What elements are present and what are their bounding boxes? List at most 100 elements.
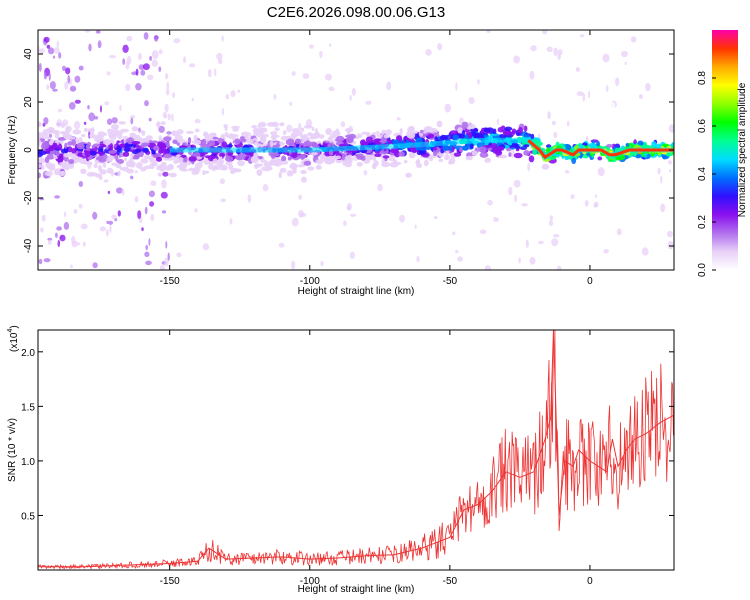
heatmap-cell [470,127,479,133]
heatmap-cell [408,152,416,159]
heatmap-cell [625,143,630,147]
heatmap-speck [553,131,558,139]
colorbar: 0.0 0.2 0.4 0.6 0.8 Normalized spectral ampl… [697,30,748,277]
heatmap-cell [644,145,652,149]
heatmap-cell [311,152,318,156]
heatmap-cell [303,160,312,166]
heatmap-cell [63,133,69,140]
heatmap-speck [109,55,116,59]
snr-frame [37,329,675,571]
heatmap-speck [444,103,452,113]
heatmap-cell [91,145,96,149]
heatmap-speck [52,55,56,59]
heatmap-cell [510,143,519,148]
heatmap-speck [375,130,381,136]
snr-scale-annotation: (x104) [7,325,20,352]
heatmap-speck [414,224,417,230]
heatmap-cell [508,152,512,158]
heatmap-cell [278,173,282,179]
heatmap-speck [551,238,559,247]
heatmap-cell [224,131,229,137]
heatmap-speck [64,211,67,218]
heatmap-cell [224,126,228,131]
heatmap-speck [43,117,49,125]
heatmap-cell [309,141,318,147]
heatmap-speck [479,229,487,234]
heatmap-cell [44,156,50,163]
heatmap-cell [383,134,391,139]
heatmap-speck [56,119,63,128]
y-tick-label: -20 [23,190,34,205]
heatmap-speck [62,65,66,72]
heatmap-speck [660,203,666,213]
heatmap-speck [172,92,176,98]
heatmap-speck [82,241,86,247]
heatmap-cell [329,135,334,141]
heatmap-cell [130,152,134,159]
heatmap-speck [667,241,674,250]
heatmap-speck [119,104,122,112]
heatmap-cell [438,158,444,163]
heatmap-cell [111,135,117,140]
heatmap-speck [57,239,61,248]
snr-y-axis-label: SNR (10 * v/v) [7,418,18,482]
heatmap-speck [99,226,106,232]
heatmap-speck [340,121,346,128]
heatmap-speck [557,49,563,56]
heatmap-speck [150,213,155,222]
heatmap-cell [263,159,268,167]
heatmap-speck [107,118,113,125]
heatmap-cell [528,155,535,163]
heatmap-speck [126,55,132,65]
heatmap-cell [131,155,140,160]
heatmap-cell [92,135,101,139]
heatmap-cell [305,140,311,147]
heatmap-cell [315,131,320,138]
heatmap-speck [179,256,185,263]
snr-envelope-line [38,330,674,568]
heatmap-speck [365,100,372,105]
heatmap-speck [309,44,314,49]
heatmap-cell [651,141,657,148]
heatmap-cell [532,148,537,155]
heatmap-cell [157,172,162,177]
heatmap-cell [38,139,42,145]
heatmap-speck [151,59,158,67]
y-tick-label: 2.0 [21,348,35,359]
heatmap-cell [230,133,239,138]
heatmap-speck [158,66,162,72]
heatmap-speck [346,205,351,211]
heatmap-speck [333,237,336,244]
heatmap-cell [356,162,364,167]
heatmap-speck [433,216,438,219]
heatmap-speck [137,210,142,220]
heatmap-cell [261,127,268,133]
heatmap-speck [399,214,405,223]
heatmap-speck [164,257,169,267]
heatmap-speck [493,216,497,223]
x-tick-label: -50 [443,276,458,287]
heatmap-cell [415,161,421,164]
heatmap-cell [279,167,287,173]
heatmap-speck [54,195,60,199]
heatmap-speck [405,173,410,178]
heatmap-cell [480,129,484,134]
heatmap-cell [126,160,133,167]
heatmap-cell [285,138,295,146]
heatmap-speck [103,179,109,183]
heatmap-speck [164,114,167,118]
heatmap-cell [408,125,415,133]
heatmap-speck [551,120,556,126]
heatmap-cell [185,162,192,166]
heatmap-cell [453,152,462,157]
heatmap-cell [209,132,215,138]
heatmap-speck [576,91,584,96]
heatmap-cell [168,172,177,178]
heatmap-cell [105,158,113,163]
heatmap-cell [606,144,613,148]
heatmap-speck [166,81,170,91]
heatmap-speck [202,243,210,251]
heatmap-cell [160,142,166,148]
colorbar-tick-label: 0.2 [697,215,708,229]
heatmap-speck [97,40,102,49]
